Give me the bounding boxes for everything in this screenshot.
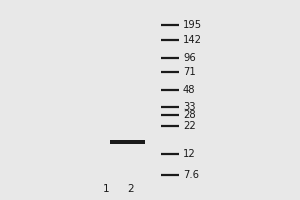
Text: 48: 48	[183, 85, 196, 95]
Text: 195: 195	[183, 20, 202, 30]
Text: 1: 1	[103, 184, 110, 194]
Bar	[110, 140, 145, 144]
Text: 22: 22	[183, 121, 196, 131]
Text: 33: 33	[183, 102, 196, 112]
Text: 2: 2	[127, 184, 134, 194]
Text: 7.6: 7.6	[183, 170, 199, 180]
Text: 71: 71	[183, 67, 196, 77]
Text: 142: 142	[183, 35, 202, 45]
Text: 28: 28	[183, 110, 196, 120]
Text: 12: 12	[183, 149, 196, 159]
Text: 96: 96	[183, 53, 196, 63]
